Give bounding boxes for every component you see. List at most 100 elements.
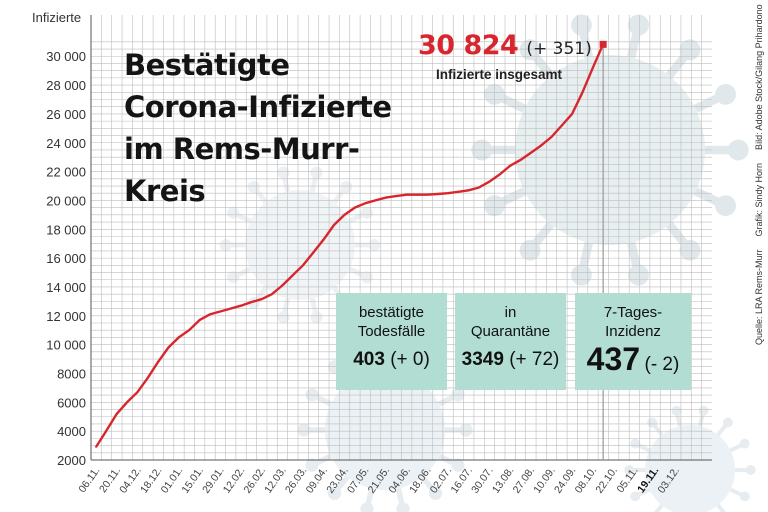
virus-spike xyxy=(716,503,727,512)
data-point xyxy=(95,446,97,448)
data-point xyxy=(498,173,501,176)
x-tick-label: 22.10. xyxy=(593,465,620,496)
title-line: Bestätigte xyxy=(124,48,290,82)
stat-label-line: in xyxy=(504,304,517,321)
virus-spike xyxy=(395,487,406,510)
virus-spike xyxy=(251,185,268,204)
virus-spike xyxy=(674,410,682,427)
data-point xyxy=(478,186,480,189)
virus-spike-tip xyxy=(698,405,709,416)
data-point xyxy=(198,319,201,321)
virus-spike-tip xyxy=(671,405,682,416)
stat-change: (+ 72) xyxy=(509,349,560,370)
stat-change: (- 2) xyxy=(644,354,680,375)
virus-spike-tip xyxy=(305,458,319,472)
virus-spike xyxy=(332,185,349,204)
virus-spike-tip xyxy=(277,166,290,179)
data-point xyxy=(312,251,315,254)
credit-image: Bild: Adobe Stock/Gilang Prihardono xyxy=(754,4,764,150)
title-line: im Rems-Murr- xyxy=(124,132,360,166)
virus-spike-tip xyxy=(679,39,701,61)
data-point xyxy=(188,329,190,332)
data-point xyxy=(157,361,159,363)
virus-spike xyxy=(634,441,651,453)
data-point xyxy=(115,413,118,415)
series-infizierte xyxy=(94,40,607,460)
virus-spike-tip xyxy=(628,14,649,36)
data-point xyxy=(281,284,284,287)
data-point xyxy=(229,307,232,310)
data-point xyxy=(353,206,356,209)
virus-spike-tip xyxy=(360,206,373,219)
virus-spike-tip xyxy=(368,238,381,252)
y-tick-label: 6000 xyxy=(57,395,86,410)
data-point xyxy=(467,189,470,192)
virus-spike-tip xyxy=(715,83,736,105)
virus-spike-tip xyxy=(310,311,323,324)
data-point xyxy=(343,214,346,216)
credit-graphic: Grafik: Sindy Horn xyxy=(754,162,764,237)
virus-spike-tip xyxy=(396,502,410,512)
y-tick-label: 30 000 xyxy=(46,49,86,64)
data-point xyxy=(529,152,532,154)
y-tick-label: 8000 xyxy=(57,366,86,381)
virus-body xyxy=(645,425,735,512)
stat-label-line: bestätigte xyxy=(358,304,425,321)
total-infected: 30 824 (+ 351) xyxy=(418,30,592,61)
data-point xyxy=(540,144,542,147)
stat-change: (+ 0) xyxy=(390,349,430,370)
data-point xyxy=(136,391,139,394)
stat-label-line: Quarantäne xyxy=(470,323,551,340)
stat-value-row: 3349 (+ 72) xyxy=(455,349,566,371)
virus-spike-tip xyxy=(624,465,635,475)
virus-spike-tip xyxy=(722,417,733,428)
data-point xyxy=(302,264,304,267)
data-point xyxy=(560,124,563,127)
x-axis-ticks: 06.11.20.11.04.12.18.12.01.01.15.01.29.0… xyxy=(76,465,682,496)
virus-spike xyxy=(729,487,746,499)
virus-spike-tip xyxy=(277,311,290,324)
virus-spike xyxy=(729,441,746,453)
virus-spike xyxy=(653,503,664,512)
y-tick-label: 12 000 xyxy=(46,309,86,324)
chart-title: Bestätigte Corona-Infizierte im Rems-Mur… xyxy=(124,44,392,212)
data-point xyxy=(126,401,128,404)
y-tick-label: 28 000 xyxy=(46,78,86,93)
data-point xyxy=(395,195,397,197)
data-point xyxy=(146,377,149,379)
title-line: Corona-Infizierte xyxy=(124,90,392,124)
y-tick-label: 18 000 xyxy=(46,222,86,237)
data-point xyxy=(240,304,242,307)
y-axis-ticks: 2000 4000 6000 8000 10 000 12 000 14 000 16 000… xyxy=(46,49,86,468)
virus-spike xyxy=(309,172,319,192)
virus-spike-tip xyxy=(739,491,750,502)
series-line xyxy=(94,43,605,448)
y-tick-label: 24 000 xyxy=(46,136,86,151)
virus-spike-tip xyxy=(297,423,311,437)
stat-label: bestätigte Todesfälle xyxy=(336,303,447,341)
virus-spike-tip xyxy=(360,271,373,284)
data-point xyxy=(291,274,294,277)
data-point xyxy=(416,193,418,196)
virus-spike-tip xyxy=(327,486,342,500)
virus-spike xyxy=(716,421,730,437)
stat-value: 403 xyxy=(353,349,385,370)
virus-spike-tip xyxy=(727,139,749,161)
stat-label: 7-Tages- Inzidenz xyxy=(575,303,691,341)
virus-spike xyxy=(437,453,460,468)
virus-spike-tip xyxy=(227,271,240,284)
virus-spike-tip xyxy=(647,417,658,428)
data-point xyxy=(209,313,211,316)
virus-spike xyxy=(348,266,368,280)
total-value: 30 824 xyxy=(418,30,519,61)
virus-spike xyxy=(281,172,291,192)
virus-spike-tip xyxy=(360,502,374,512)
y-tick-label: 22 000 xyxy=(46,165,86,180)
data-point xyxy=(364,202,366,205)
end-point-marker xyxy=(599,40,607,48)
data-point xyxy=(322,238,325,241)
data-point xyxy=(405,193,408,196)
y-tick-label: 20 000 xyxy=(46,193,86,208)
data-point xyxy=(260,298,263,301)
stat-box-quarantine: in Quarantäne 3349 (+ 72) xyxy=(455,293,566,390)
